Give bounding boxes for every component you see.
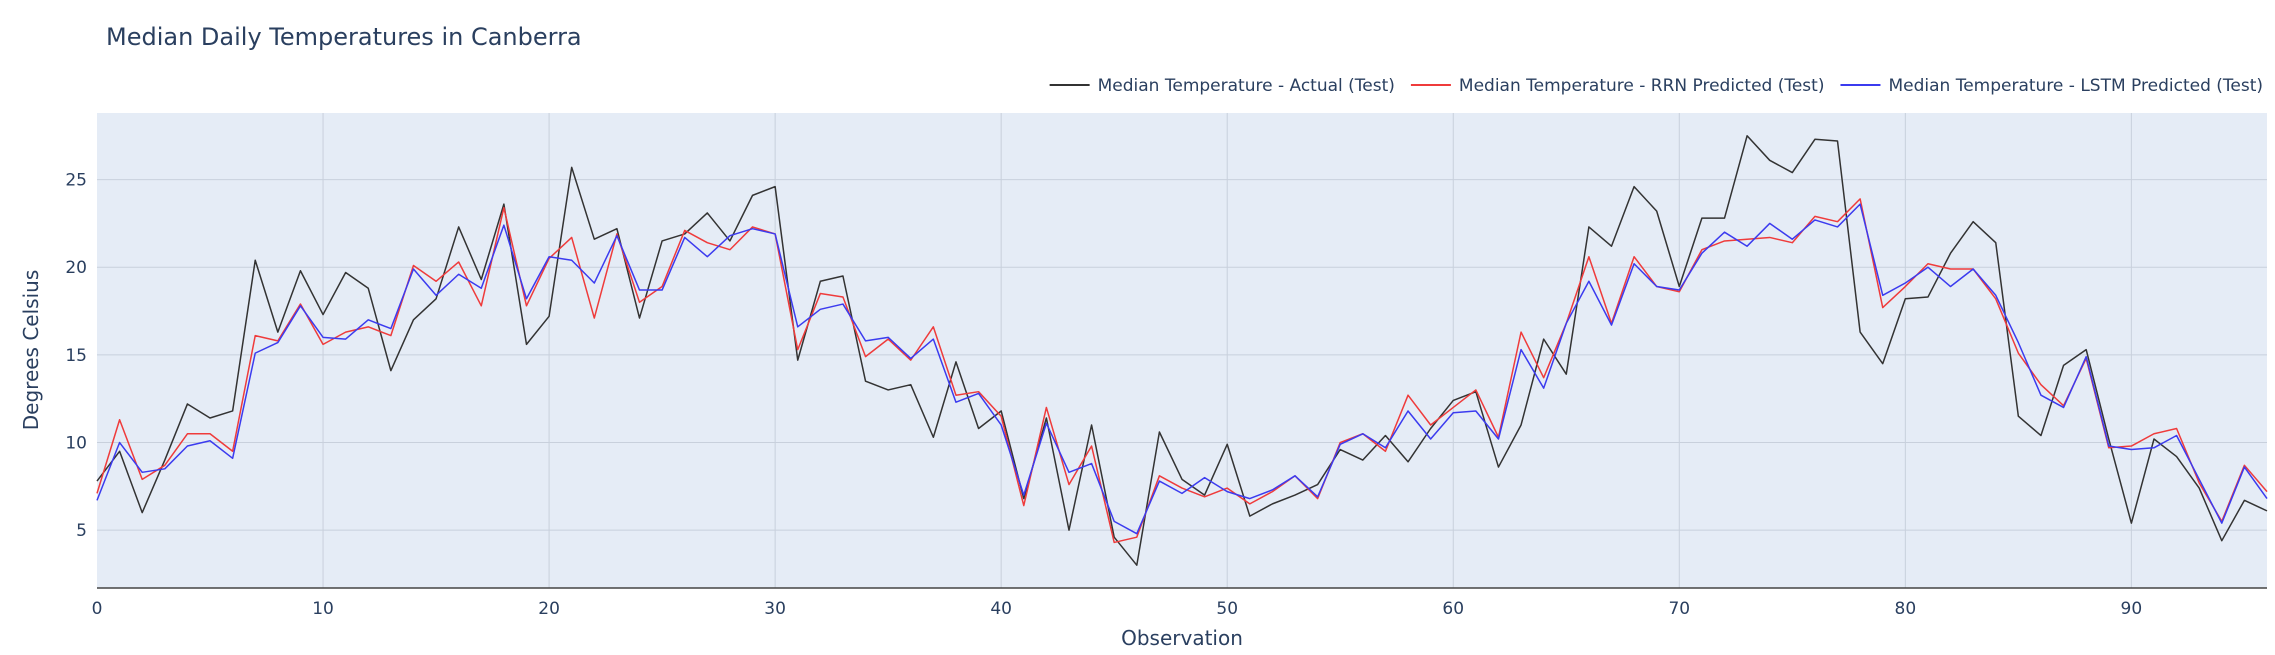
x-tick-label: 40 <box>990 599 1012 619</box>
x-tick-label: 70 <box>1668 599 1690 619</box>
legend-label: Median Temperature - RRN Predicted (Test… <box>1459 76 1825 96</box>
x-tick-label: 50 <box>1216 599 1238 619</box>
series-line-0 <box>96 135 2268 566</box>
y-tick-label: 25 <box>65 171 87 191</box>
legend-item-1[interactable]: Median Temperature - RRN Predicted (Test… <box>1410 76 1825 96</box>
x-tick-label: 0 <box>92 599 103 619</box>
chart-title: Median Daily Temperatures in Canberra <box>106 23 582 51</box>
legend-label: Median Temperature - LSTM Predicted (Tes… <box>1888 76 2263 96</box>
x-tick-label: 90 <box>2121 599 2143 619</box>
y-axis-title: Degrees Celsius <box>19 270 43 430</box>
y-axis-ticks: 5 10 15 20 25 <box>65 171 87 542</box>
series-line-1 <box>96 198 2268 544</box>
y-tick-label: 5 <box>76 521 87 541</box>
legend[interactable]: Median Temperature - Actual (Test) Median… <box>1049 76 2263 96</box>
x-tick-label: 30 <box>764 599 786 619</box>
y-tick-label: 20 <box>65 258 87 278</box>
y-tick-label: 15 <box>65 346 87 366</box>
legend-label: Median Temperature - Actual (Test) <box>1098 76 1395 96</box>
x-tick-label: 60 <box>1442 599 1464 619</box>
plot-area <box>97 113 2267 588</box>
legend-item-2[interactable]: Median Temperature - LSTM Predicted (Tes… <box>1840 76 2263 96</box>
x-tick-label: 80 <box>1895 599 1917 619</box>
x-axis-ticks: 0 10 20 30 40 50 60 70 80 90 <box>92 599 2143 619</box>
x-tick-label: 20 <box>538 599 560 619</box>
legend-item-0[interactable]: Median Temperature - Actual (Test) <box>1049 76 1395 96</box>
y-tick-label: 10 <box>65 434 87 454</box>
series-line-2 <box>96 203 2268 535</box>
x-tick-label: 10 <box>312 599 334 619</box>
x-axis-title: Observation <box>1121 626 1243 650</box>
series-layer <box>96 135 2268 566</box>
